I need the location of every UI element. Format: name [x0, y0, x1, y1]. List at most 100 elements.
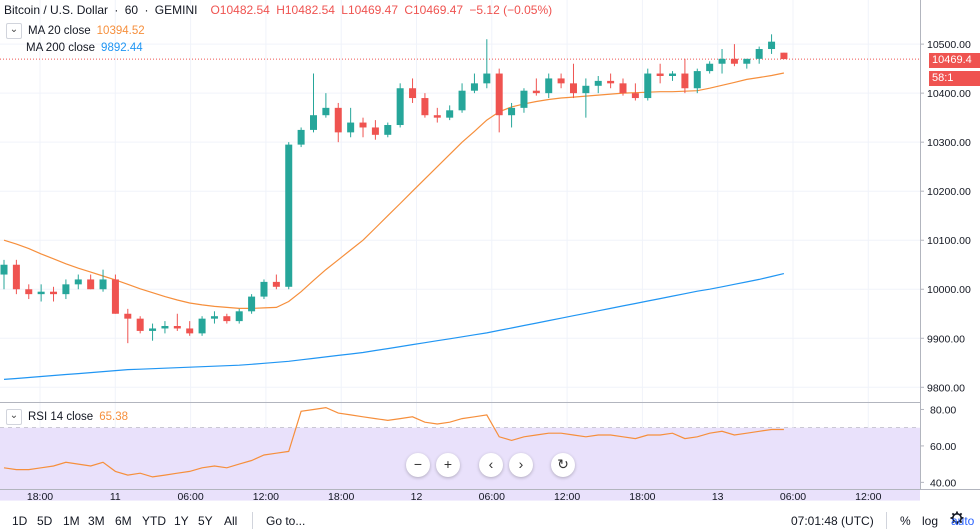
rsi-tick-label: 80.00 [930, 404, 956, 416]
gear-icon[interactable] [950, 511, 964, 525]
symbol-title[interactable]: Bitcoin / U.S. Dollar [4, 3, 109, 17]
time-tick-label: 12:00 [855, 491, 881, 503]
range-all[interactable]: All [224, 514, 238, 528]
range-3m[interactable]: 3M [88, 514, 105, 528]
scroll-right-button[interactable]: › [509, 453, 533, 477]
toolbar-divider [252, 512, 253, 529]
candle-down [681, 73, 689, 89]
candle-up [260, 281, 268, 297]
candle-up [0, 264, 8, 275]
candle-up [285, 144, 293, 287]
reset-chart-button[interactable]: ↻ [551, 453, 575, 477]
candle-up [582, 85, 590, 94]
candle-down [136, 318, 144, 331]
candle-down [607, 80, 615, 84]
candle-down [124, 313, 132, 319]
rsi-tick-label: 60.00 [930, 441, 956, 453]
auto-toggle[interactable]: auto [951, 514, 975, 528]
candle-up [161, 326, 169, 329]
candle-down [421, 98, 429, 116]
time-tick-label: 18:00 [629, 491, 655, 503]
gear-tooth [959, 520, 963, 524]
close-value: C10469.47 [404, 3, 464, 17]
rsi-legend: ⌄ RSI 14 close 65.38 [6, 409, 128, 425]
scroll-left-button[interactable]: ‹ [479, 453, 503, 477]
collapse-chevron-icon[interactable]: ⌄ [6, 23, 22, 39]
range-6m[interactable]: 6M [115, 514, 132, 528]
candle-up [520, 90, 528, 108]
ma20-label[interactable]: MA 20 close [28, 25, 91, 37]
interval-label[interactable]: 60 [124, 3, 139, 17]
rsi-label[interactable]: RSI 14 close [28, 411, 94, 423]
candle-up [384, 125, 392, 135]
goto-button[interactable]: Go to... [266, 514, 306, 528]
candle-up [743, 58, 751, 64]
gear-tooth [951, 520, 955, 524]
percent-toggle[interactable]: % [900, 514, 911, 528]
candle-down [334, 107, 342, 133]
utc-clock: 07:01:48 (UTC) [791, 514, 874, 528]
ma200-value: 9892.44 [101, 42, 143, 54]
candle-up [545, 78, 553, 94]
candle-up [322, 107, 330, 116]
range-5y[interactable]: 5Y [198, 514, 213, 528]
candle-down [12, 264, 20, 290]
candle-down [50, 291, 58, 295]
exchange-label: GEMINI [154, 3, 198, 17]
candle-down [532, 90, 540, 94]
chart-header: Bitcoin / U.S. Dollar · 60 · GEMINI O104… [4, 3, 553, 17]
candles [0, 34, 788, 344]
rsi-line-group [3, 406, 784, 478]
candle-up [458, 90, 466, 111]
zoom-in-button[interactable]: + [436, 453, 460, 477]
range-1d[interactable]: 1D [12, 514, 28, 528]
range-1m[interactable]: 1M [63, 514, 80, 528]
candle-down [656, 73, 664, 76]
candle-up [483, 73, 491, 84]
range-1y[interactable]: 1Y [174, 514, 189, 528]
candle-down [173, 326, 181, 329]
candle-down [569, 83, 577, 94]
candle-up [210, 316, 218, 319]
candle-up [594, 80, 602, 86]
candle-up [297, 129, 305, 145]
candle-down [433, 115, 441, 118]
log-toggle[interactable]: log [922, 514, 939, 528]
candle-down [272, 281, 280, 287]
range-5d[interactable]: 5D [37, 514, 53, 528]
candle-down [730, 58, 738, 64]
last-price-tag: 10469.4 [929, 53, 980, 68]
ma200-label[interactable]: MA 200 close [26, 42, 96, 54]
candle-up [644, 73, 652, 99]
rsi-value: 65.38 [99, 411, 128, 423]
price-tick-label: 9900.00 [927, 333, 965, 345]
candle-up [446, 110, 454, 118]
candle-up [718, 58, 726, 64]
candle-down [223, 316, 231, 322]
candle-down [619, 83, 627, 94]
candle-up [62, 284, 70, 295]
ma200-legend: MA 200 close 9892.44 [26, 42, 143, 54]
ma20-line [3, 72, 785, 309]
candle-down [409, 88, 417, 99]
price-tick-label: 10200.00 [927, 186, 971, 198]
ma20-line-group [3, 72, 785, 309]
open-value: O10482.54 [210, 3, 270, 17]
range-ytd[interactable]: YTD [142, 514, 166, 528]
ma20-legend: ⌄ MA 20 close 10394.52 [6, 23, 145, 39]
candle-up [74, 279, 82, 285]
candle-down [25, 289, 33, 295]
ma200-line-group [3, 273, 785, 380]
price-tick-label: 10100.00 [927, 235, 971, 247]
rsi-tick-label: 40.00 [930, 477, 956, 489]
toolbar-divider [886, 512, 887, 529]
candle-up [310, 115, 317, 130]
candle-down [495, 73, 503, 116]
price-tick-label: 10400.00 [927, 88, 971, 100]
candle-down [631, 93, 639, 99]
rsi-chevron-icon[interactable]: ⌄ [6, 409, 22, 425]
zoom-out-button[interactable]: − [406, 453, 430, 477]
candle-up [149, 328, 157, 331]
high-value: H10482.54 [276, 3, 335, 17]
